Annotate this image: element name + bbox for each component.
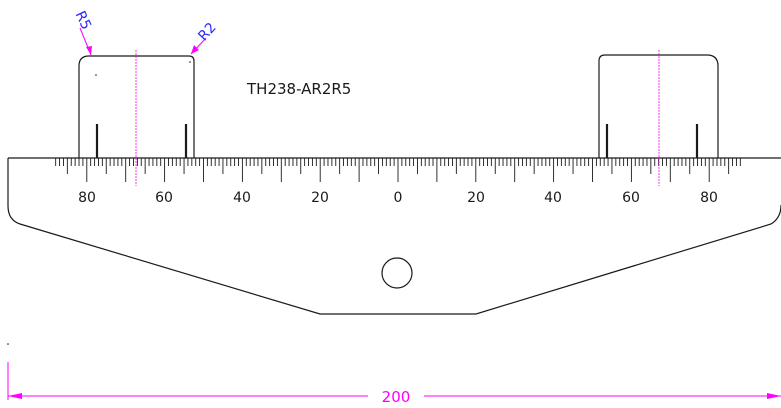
dim-value: 200: [382, 388, 411, 406]
scale-label-right-20: 20: [467, 190, 485, 206]
scale-labels: 80 60 40 20 0 20 40 60 80: [78, 190, 718, 206]
scale-label-left-40: 40: [233, 190, 251, 206]
ruler-body-outline: [7, 157, 781, 315]
scale-label-right-80: 80: [700, 190, 718, 206]
scale-label-right-60: 60: [622, 190, 640, 206]
radius-callout-right: R2: [190, 20, 220, 55]
part-label: TH238-AR2R5: [246, 80, 351, 98]
radius-arrow-left: [86, 46, 92, 55]
dim-arrow-left: [8, 393, 22, 399]
scale-ticks: [55, 158, 741, 182]
right-slider-outline: [598, 54, 719, 158]
scale-label-left-80: 80: [78, 190, 96, 206]
radius-label-left: R5: [72, 9, 94, 33]
scale-label-left-20: 20: [311, 190, 329, 206]
left-slider-dot: [95, 74, 97, 76]
center-hole: [381, 257, 413, 289]
scale-label-center-0: 0: [394, 190, 403, 206]
dim-origin-dot: [7, 343, 9, 345]
left-slider-dot-2: [189, 61, 191, 63]
radius-callout-left: R5: [72, 9, 94, 56]
scale-label-left-60: 60: [155, 190, 173, 206]
right-slider: [598, 50, 719, 186]
radius-arrow-right: [191, 45, 199, 54]
scale-label-right-40: 40: [544, 190, 562, 206]
dim-arrow-right: [767, 393, 781, 399]
left-slider-outline: [78, 55, 195, 158]
left-slider: [78, 50, 195, 186]
overall-dimension: 200: [7, 343, 781, 406]
radius-label-right: R2: [195, 20, 219, 45]
